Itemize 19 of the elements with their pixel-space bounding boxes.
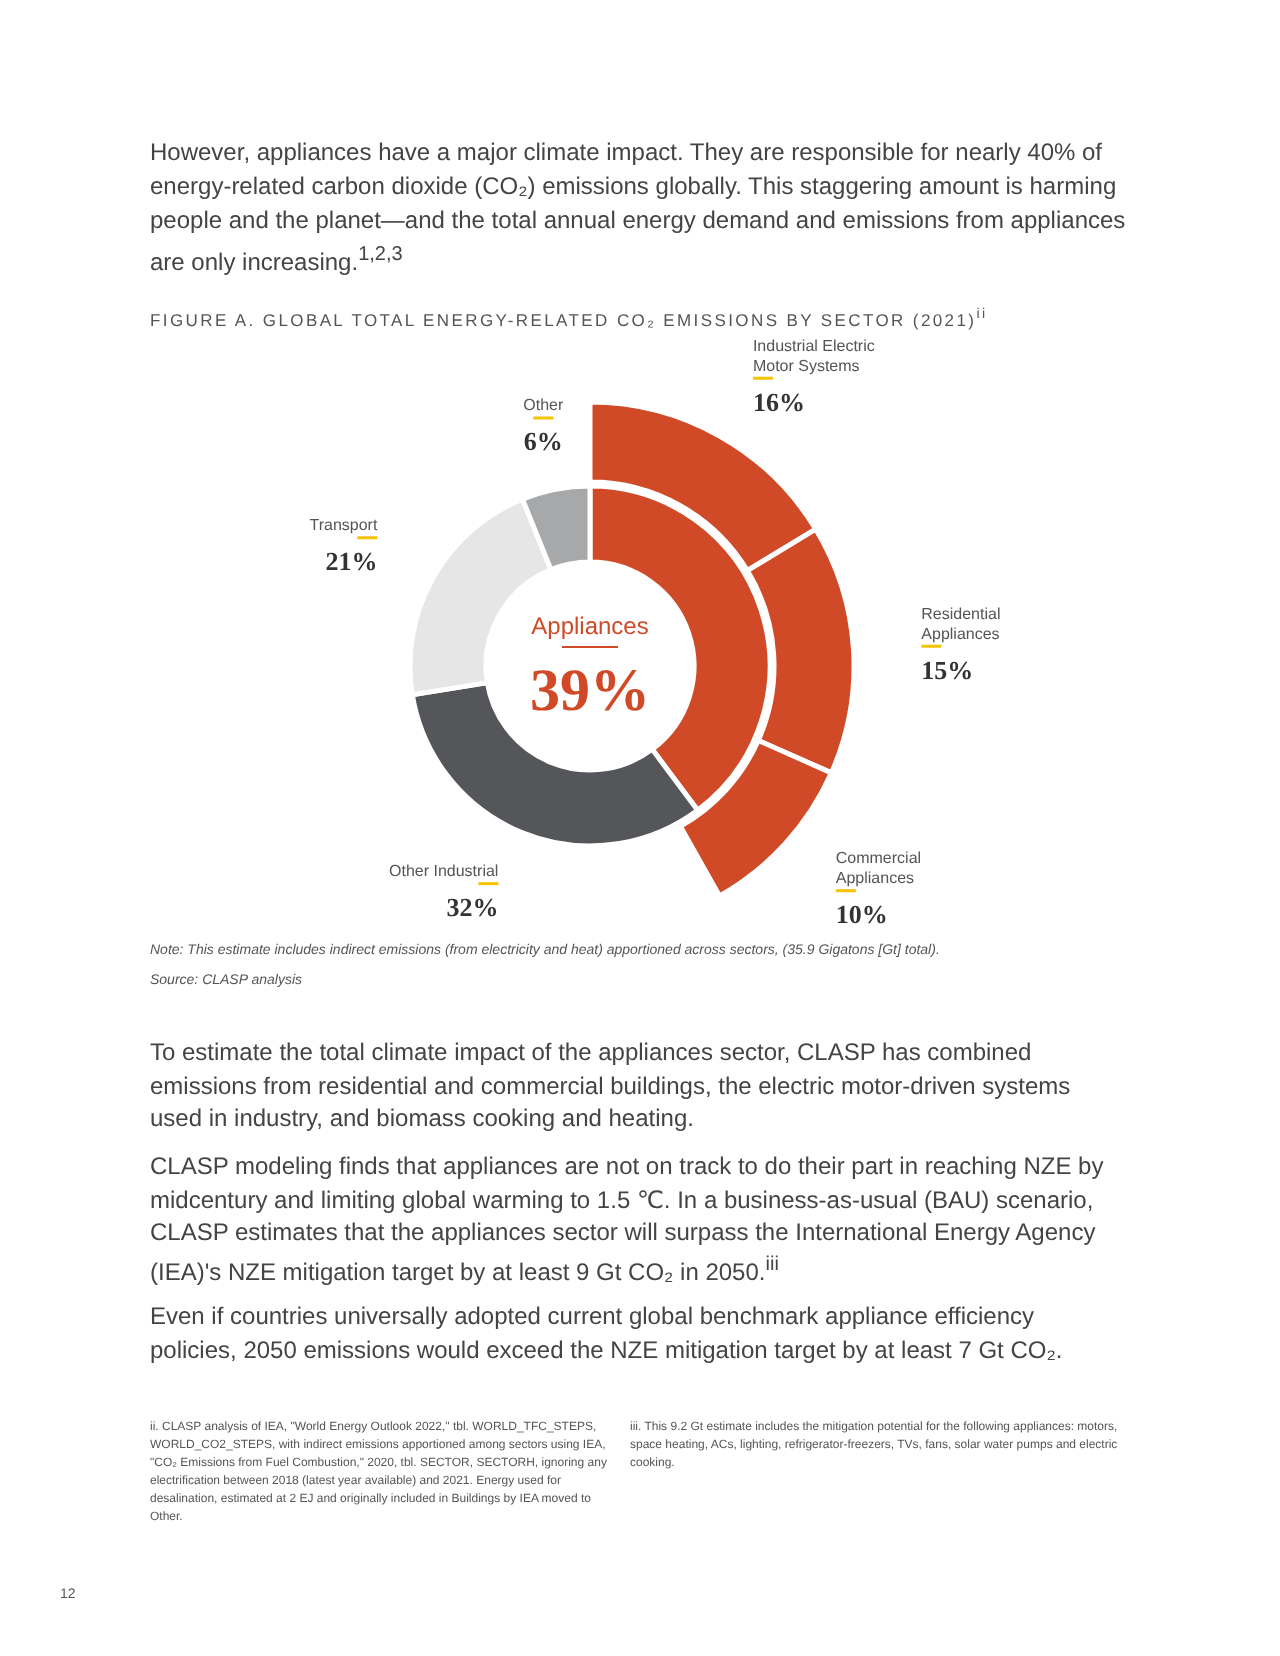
slice-label: Residential Appliances [921, 604, 1001, 643]
data-label: 21% [325, 546, 378, 577]
text: Even if countries universally adopted current global benchmark appliance efficiency policies, 2050 emissions would exceed the NZE mitigation target by at least 7 Gt CO₂. [150, 1300, 1065, 1366]
data-label: 16% [752, 386, 805, 417]
slice-label: Commercial Appliances [835, 849, 922, 888]
chart-title: FIGURE A. GLOBAL TOTAL ENERGY-RELATED CO₂ EMISSIONS BY SECTOR (2021)$^{ii}$ [150, 306, 988, 330]
data-label: 15% [921, 654, 974, 685]
slice-label: Industrial Electric Motor Systems [752, 336, 875, 375]
data-label: 10% [835, 899, 888, 930]
text: CLASP modeling finds that appliances are not on track to do their part in reaching NZE by midcentury and limiting global warming to 1.5 ℃. In a business-as-usual (BAU) scenario, CLASP estimates that the appliances sector will surpass the International Energy Agency (IEA)'s NZE mitigation target by at least 9 Gt CO₂ in 2050.$^{iii}$ [150, 1150, 1106, 1288]
text: To estimate the total climate impact of the appliances sector, CLASP has combined emissions from residential and commercial buildings, the electric motor-driven systems used in industry, and biomass cooking and heating. [150, 1036, 1073, 1135]
data-label: 32% [446, 892, 499, 923]
text: However, appliances have a major climate impact. They are responsible for nearly 40% of energy-related carbon dioxide (CO₂) emissions globally. This staggering amount is harming people and the planet—and the total annual energy demand and emissions from appliances are only increasing.$^{1,2,3}$ [150, 136, 1128, 280]
data-label: 6% [523, 426, 563, 457]
data-label: 39% [530, 658, 650, 724]
slice-label: Other Industrial [389, 862, 499, 881]
slice-label: Other [523, 396, 565, 415]
slice-label: Appliances [531, 612, 649, 640]
slice-label: Transport [309, 516, 379, 535]
